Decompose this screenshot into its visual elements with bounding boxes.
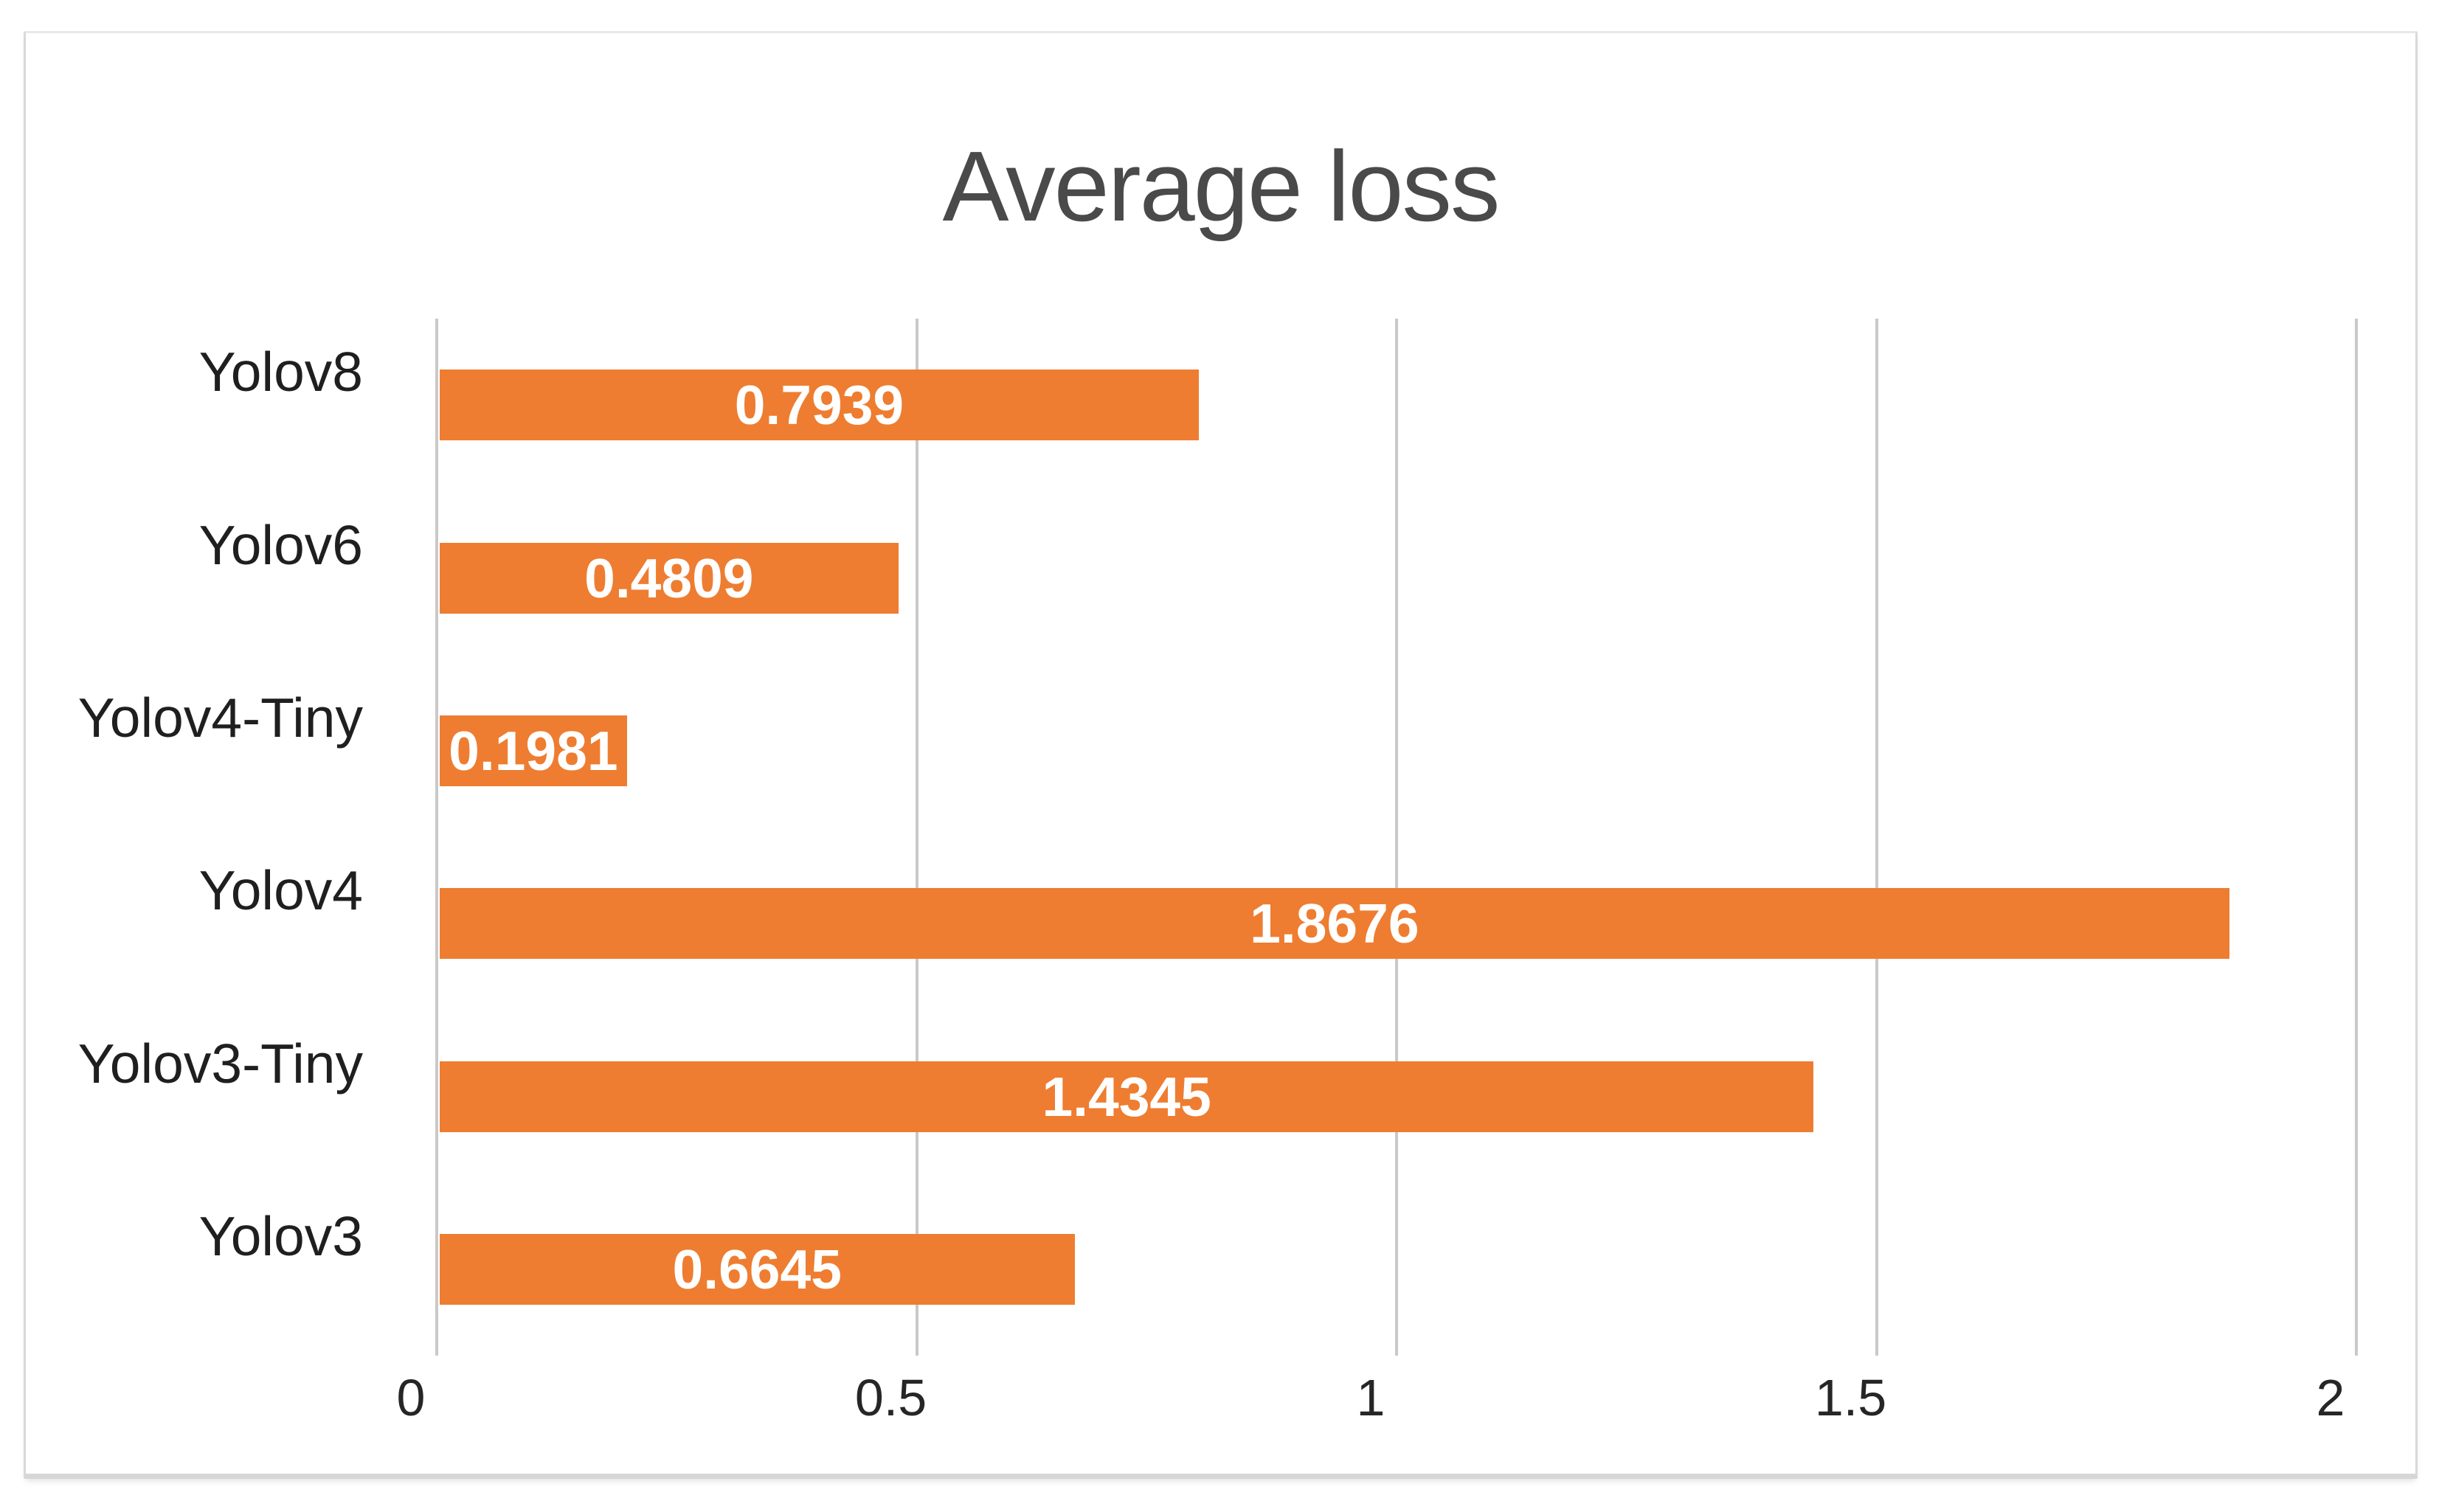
category-label-yolov6: Yolov6 <box>198 513 363 576</box>
gridline-x-2 <box>2355 319 2358 1356</box>
category-label-yolov4-tiny: Yolov4-Tiny <box>77 686 363 749</box>
bar-value-label: 1.8676 <box>1250 892 1419 955</box>
bar-yolov4-tiny: 0.1981 <box>440 715 627 786</box>
x-tick-label: 1.5 <box>1814 1369 1887 1426</box>
chart-frame: Average loss 0.7939 0.4809 0.1981 1.8676 1.4… <box>24 31 2418 1479</box>
category-label-yolov3-tiny: Yolov3-Tiny <box>77 1032 363 1095</box>
plot-area: 0.7939 0.4809 0.1981 1.8676 1.4345 0.6645 <box>435 319 2358 1356</box>
bar-yolov6: 0.4809 <box>440 542 899 614</box>
gridline-x-0 <box>435 319 438 1356</box>
bar-yolov4: 1.8676 <box>440 888 2229 960</box>
chart-title: Average loss <box>942 131 1501 242</box>
x-tick-label: 0 <box>396 1369 426 1426</box>
bar-value-label: 0.6645 <box>672 1238 842 1300</box>
bar-value-label: 1.4345 <box>1042 1065 1211 1128</box>
category-label-yolov3: Yolov3 <box>198 1204 363 1267</box>
x-tick-label: 1 <box>1356 1369 1385 1426</box>
bar-value-label: 0.1981 <box>449 719 618 782</box>
x-tick-label: 0.5 <box>854 1369 927 1426</box>
gridline-x-0.5 <box>915 319 918 1356</box>
bar-value-label: 0.7939 <box>734 374 904 437</box>
bar-yolov3-tiny: 1.4345 <box>440 1061 1814 1132</box>
bar-yolov3: 0.6645 <box>440 1233 1075 1305</box>
x-tick-label: 2 <box>2316 1369 2345 1426</box>
gridline-x-1.5 <box>1875 319 1878 1356</box>
bar-value-label: 0.4809 <box>584 547 754 609</box>
category-label-yolov8: Yolov8 <box>198 341 363 403</box>
bar-yolov8: 0.7939 <box>440 370 1199 441</box>
category-label-yolov4: Yolov4 <box>198 859 363 922</box>
gridline-x-1 <box>1395 319 1398 1356</box>
